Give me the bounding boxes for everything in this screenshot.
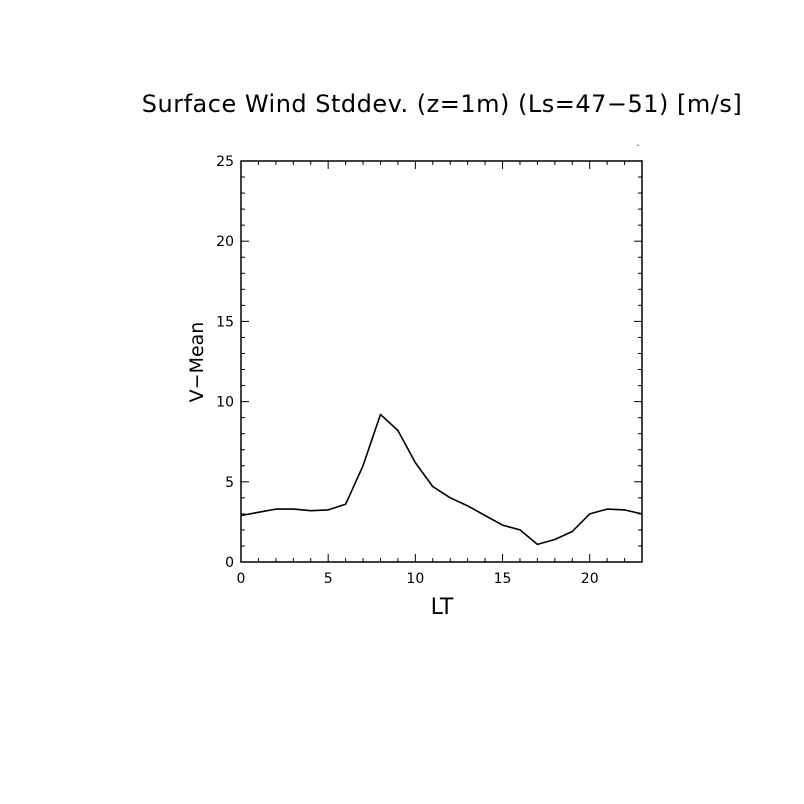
x-tick-label: 20	[581, 571, 599, 587]
y-tick-label: 5	[225, 475, 234, 491]
x-tick-label: 10	[406, 571, 424, 587]
x-tick-label: 15	[494, 571, 512, 587]
chart-title: Surface Wind Stddev. (z=1m) (Ls=47−51) […	[142, 90, 742, 118]
x-axis-tick-labels: 0 5 10 15 20	[237, 571, 599, 587]
x-tick-label: 0	[237, 571, 246, 587]
corner-dot-mark: .	[636, 138, 639, 149]
x-axis-ticks	[240, 161, 643, 562]
y-tick-label: 25	[216, 154, 234, 170]
x-tick-label: 5	[324, 571, 333, 587]
series-group	[240, 413, 643, 546]
y-axis-ticks	[241, 160, 642, 563]
y-tick-label: 10	[216, 395, 234, 411]
y-axis-tick-labels: 0 5 10 15 20 25	[216, 154, 234, 571]
y-tick-label: 15	[216, 314, 234, 330]
x-axis-label: LT	[431, 595, 454, 620]
y-tick-label: 0	[225, 555, 234, 571]
y-tick-label: 20	[216, 234, 234, 250]
plot-area-frame	[240, 160, 643, 563]
y-axis-label: V−Mean	[186, 322, 208, 403]
series-line	[240, 413, 643, 546]
